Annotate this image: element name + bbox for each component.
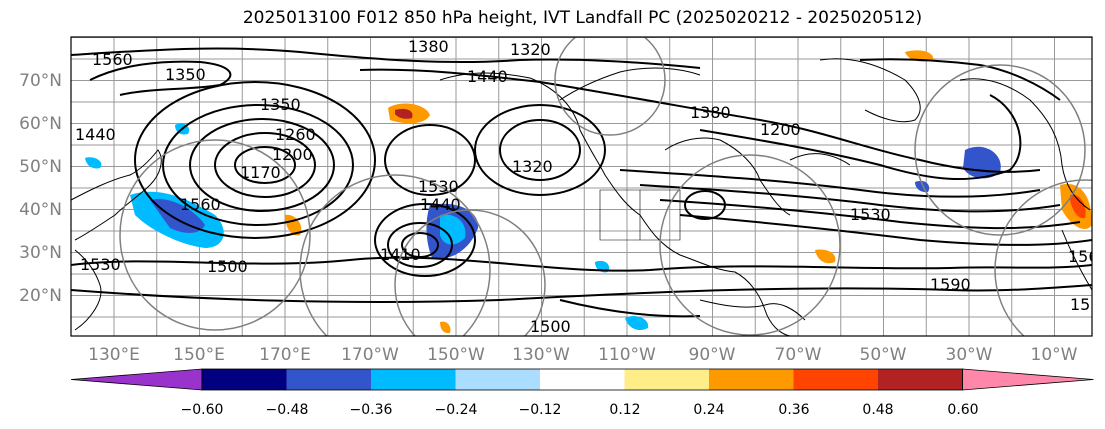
- lon-label: 90°W: [689, 345, 736, 365]
- contour-label: 1320: [510, 40, 551, 59]
- colorbar-tick: −0.24: [435, 402, 478, 418]
- colorbar-border: [201, 368, 963, 391]
- colorbar-segment: [878, 369, 963, 390]
- colorbar-extend-high: [962, 368, 1094, 391]
- colorbar-tick: 0.12: [609, 402, 640, 418]
- contour-label: 1200: [760, 120, 801, 139]
- colorbar: −0.60 −0.48 −0.36 −0.24 −0.12 0.12 0.24 …: [70, 368, 1094, 418]
- colorbar-segment: [709, 369, 794, 390]
- longitude-labels: 130°E 150°E 170°E 170°W 150°W 130°W 110°…: [88, 345, 1078, 365]
- lon-label: 30°W: [946, 345, 993, 365]
- contour-label: 1440: [467, 67, 508, 86]
- colorbar-tick: −0.48: [266, 402, 309, 418]
- lon-label: 150°W: [427, 345, 485, 365]
- colorbar-segment: [793, 369, 879, 390]
- contour-label: 1260: [275, 125, 316, 144]
- contour-label: 1380: [690, 103, 731, 122]
- lon-label: 130°W: [512, 345, 570, 365]
- contour-label: 1170: [240, 163, 281, 182]
- colorbar-tick: 0.24: [693, 402, 724, 418]
- colorbar-tick: 0.48: [862, 402, 893, 418]
- contour-label: 1320: [512, 157, 553, 176]
- contour-label: 1410: [380, 245, 421, 264]
- lon-label: 170°W: [341, 345, 399, 365]
- lat-label: 60°N: [19, 114, 62, 134]
- colorbar-tick: −0.12: [519, 402, 562, 418]
- colorbar-extend-low: [70, 368, 203, 391]
- contour-label: 1560: [1068, 247, 1105, 266]
- contour-label: 1530: [1070, 295, 1105, 314]
- lon-label: 50°W: [860, 345, 907, 365]
- colorbar-segment: [624, 369, 710, 390]
- contour-label: 1530: [80, 255, 121, 274]
- lon-label: 10°W: [1031, 345, 1078, 365]
- contour-label: 1350: [260, 95, 301, 114]
- colorbar-tick: 0.36: [778, 402, 809, 418]
- map-frame: [70, 36, 1093, 337]
- contour-label: 1560: [92, 50, 133, 69]
- contour-label: 1590: [930, 275, 971, 294]
- colorbar-tick: 0.60: [947, 402, 978, 418]
- lon-label: 130°E: [88, 345, 140, 365]
- lon-label: 110°W: [598, 345, 656, 365]
- lon-label: 170°E: [259, 345, 311, 365]
- colorbar-segment: [371, 369, 456, 390]
- colorbar-segment: [286, 369, 372, 390]
- lat-label: 30°N: [19, 243, 62, 263]
- colorbar-segment: [455, 369, 541, 390]
- contour-label: 1500: [207, 257, 248, 276]
- colorbar-tick: −0.60: [181, 402, 224, 418]
- contour-label: 1200: [272, 145, 313, 164]
- colorbar-segments: [70, 368, 1094, 391]
- latitude-labels: 20°N 30°N 40°N 50°N 60°N 70°N: [19, 71, 62, 306]
- colorbar-segment: [202, 369, 287, 390]
- lat-label: 20°N: [19, 286, 62, 306]
- contour-label: 1350: [165, 65, 206, 84]
- contour-labels: 1380 1440 1320 1350 1350 1260 1170 1200 …: [75, 37, 1105, 336]
- colorbar-tick-labels: −0.60 −0.48 −0.36 −0.24 −0.12 0.12 0.24 …: [181, 402, 979, 418]
- contour-label: 1530: [418, 177, 459, 196]
- map-title: 2025013100 F012 850 hPa height, IVT Land…: [242, 8, 923, 28]
- lat-label: 40°N: [19, 200, 62, 220]
- lat-label: 50°N: [19, 157, 62, 177]
- contour-label: 1440: [420, 195, 461, 214]
- contour-label: 1530: [850, 205, 891, 224]
- contour-label: 1500: [530, 317, 571, 336]
- lon-label: 150°E: [173, 345, 225, 365]
- landfall-circles: [119, 37, 1092, 336]
- contour-label: 1380: [408, 37, 449, 56]
- contour-label: 1440: [75, 125, 116, 144]
- colorbar-tick: −0.36: [350, 402, 393, 418]
- lon-label: 70°W: [775, 345, 822, 365]
- lat-label: 70°N: [19, 71, 62, 91]
- contour-label: 1560: [180, 195, 221, 214]
- height-contours: [71, 47, 1092, 318]
- colorbar-segment: [540, 369, 625, 390]
